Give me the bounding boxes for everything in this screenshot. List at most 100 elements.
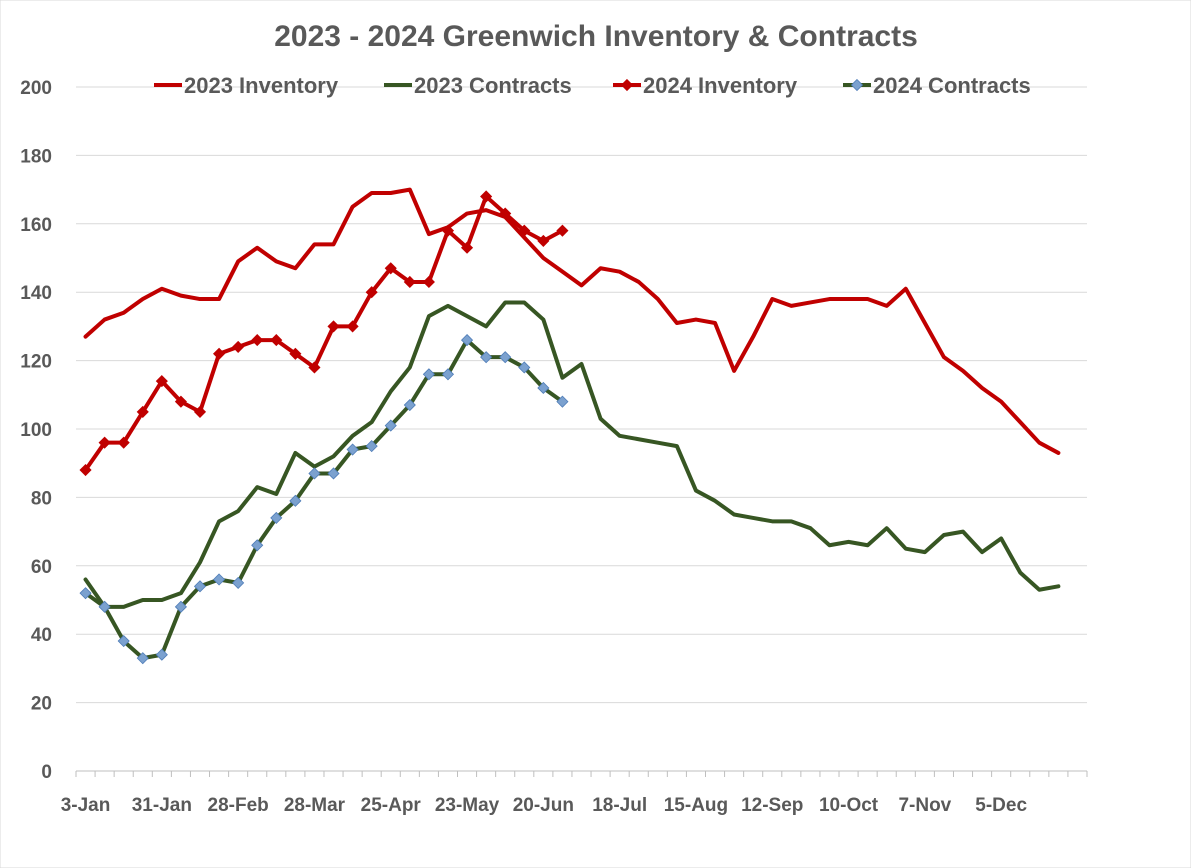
y-tick-label: 100: [20, 420, 52, 441]
x-tick-label: 3-Jan: [61, 795, 111, 816]
legend-item: 2023 Inventory: [154, 73, 339, 98]
x-tick-label: 28-Feb: [208, 795, 269, 816]
chart-title: 2023 - 2024 Greenwich Inventory & Contra…: [274, 20, 918, 53]
data-point: [232, 576, 245, 589]
data-point: [422, 275, 435, 289]
data-point: [346, 443, 359, 456]
legend-label: 2024 Contracts: [873, 73, 1031, 98]
y-tick-label: 180: [20, 146, 52, 167]
data-point: [155, 375, 168, 388]
y-tick-label: 0: [41, 762, 52, 783]
x-tick-label: 10-Oct: [819, 795, 879, 816]
y-tick-label: 40: [31, 625, 52, 646]
data-point: [213, 573, 226, 586]
data-point: [365, 286, 378, 299]
series-2023-inventory: [83, 187, 1061, 455]
data-point: [251, 539, 264, 552]
data-point: [232, 340, 245, 353]
data-point: [117, 634, 130, 648]
data-point: [518, 361, 531, 374]
x-tick-label: 15-Aug: [664, 795, 728, 816]
x-tick-label: 23-May: [435, 795, 500, 816]
data-point: [193, 405, 207, 418]
data-point: [98, 600, 111, 613]
data-point: [136, 652, 149, 665]
legend-label: 2023 Inventory: [184, 73, 339, 98]
legend: 2023 Inventory 2023 Contracts 2024 Invento…: [154, 73, 1031, 98]
x-tick-label: 20-Jun: [513, 795, 574, 816]
data-point: [384, 262, 397, 275]
y-tick-label: 80: [31, 488, 52, 509]
y-tick-label: 160: [20, 215, 52, 236]
y-tick-label: 60: [31, 557, 52, 578]
data-point: [518, 224, 531, 237]
x-tick-label: 18-Jul: [592, 795, 647, 816]
series-line: [83, 187, 1061, 455]
legend-item: 2024 Inventory: [613, 73, 798, 98]
data-point: [403, 275, 416, 289]
data-point: [174, 600, 187, 613]
data-point: [136, 405, 149, 418]
series-line: [83, 300, 1061, 609]
data-point: [79, 463, 92, 477]
x-tick-label: 31-Jan: [132, 795, 192, 816]
x-tick-label: 28-Mar: [284, 795, 346, 816]
data-point: [289, 494, 302, 507]
data-point: [270, 511, 283, 524]
data-point: [537, 234, 550, 247]
series-2024-inventory: [79, 190, 569, 477]
gridlines: [76, 86, 1087, 704]
data-point: [460, 241, 474, 254]
y-tick-label: 140: [20, 283, 52, 304]
y-tick-label: 20: [31, 694, 52, 715]
data-point: [327, 320, 340, 333]
x-tick-label: 25-Apr: [361, 795, 422, 816]
legend-marker: [850, 78, 864, 92]
data-point: [308, 361, 321, 374]
axes: 0 20 40 60 80 100 120 140 160 180 200 3-Jan 31-Jan 28…: [20, 78, 1088, 816]
data-point: [499, 351, 512, 364]
data-point: [174, 395, 187, 408]
legend-item: 2023 Contracts: [384, 73, 572, 98]
data-point: [556, 224, 569, 237]
data-point: [270, 334, 283, 347]
data-point: [327, 467, 340, 480]
y-tick-label: 120: [20, 352, 52, 373]
data-point: [98, 436, 111, 449]
data-point: [480, 351, 493, 364]
data-point: [251, 334, 264, 347]
data-point: [193, 580, 207, 593]
y-tick-label: 200: [20, 78, 52, 99]
data-point: [556, 395, 569, 408]
data-point: [308, 467, 321, 480]
data-point: [480, 190, 493, 203]
legend-label: 2024 Inventory: [643, 73, 798, 98]
x-tick-label: 5-Dec: [975, 795, 1027, 816]
x-tick-label: 12-Sep: [741, 795, 803, 816]
data-point: [403, 398, 416, 412]
data-point: [117, 436, 130, 449]
data-point: [79, 587, 92, 600]
data-point: [213, 347, 226, 360]
data-point: [346, 320, 359, 333]
data-point: [499, 207, 512, 220]
data-point: [155, 648, 168, 661]
data-point: [537, 381, 550, 395]
series-2024-contracts: [79, 334, 569, 665]
legend-label: 2023 Contracts: [414, 73, 572, 98]
legend-marker: [620, 78, 634, 92]
data-point: [365, 440, 378, 453]
data-point: [441, 368, 455, 381]
series-lines: [79, 187, 1061, 665]
data-point: [289, 347, 302, 360]
x-tick-label: 7-Nov: [898, 795, 951, 816]
series-2023-contracts: [83, 300, 1061, 609]
data-point: [422, 368, 435, 381]
data-point: [460, 334, 474, 347]
data-point: [441, 224, 455, 237]
data-point: [384, 419, 397, 432]
series-line: [83, 194, 565, 473]
legend-item: 2024 Contracts: [843, 73, 1031, 98]
